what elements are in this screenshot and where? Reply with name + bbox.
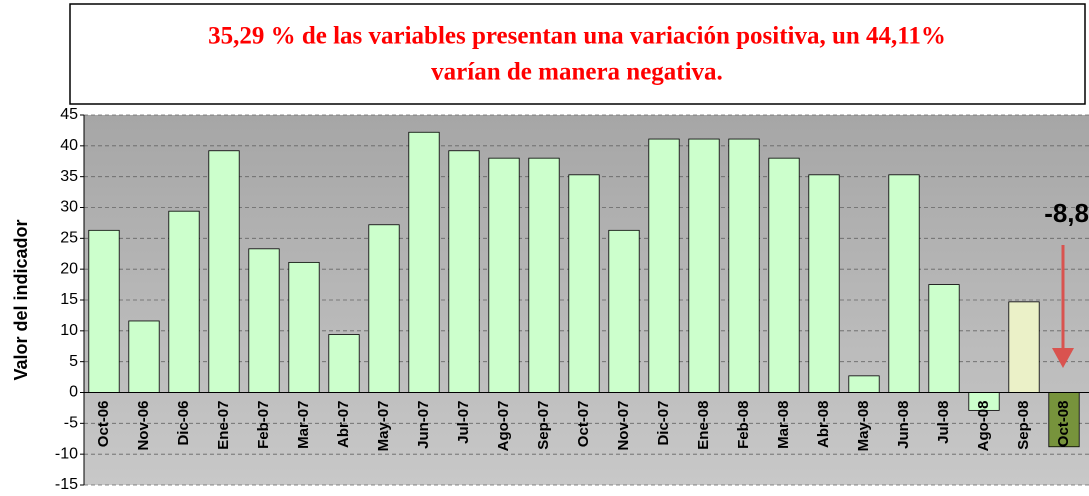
bar <box>528 157 560 393</box>
title-box <box>69 3 1086 105</box>
bar <box>768 157 800 393</box>
bar <box>168 210 200 393</box>
bar <box>568 174 600 393</box>
x-tick-label: Sep-07 <box>535 401 552 450</box>
x-tick-label: Dic-06 <box>175 401 192 446</box>
x-tick-label: Nov-07 <box>615 401 632 451</box>
x-tick-label: Abr-08 <box>815 401 832 449</box>
y-tick-label: 25 <box>60 230 78 247</box>
x-tick-label: Jul-07 <box>455 401 472 444</box>
x-tick-label: Feb-08 <box>735 401 752 449</box>
x-tick-label: Jun-07 <box>415 401 432 449</box>
bar <box>1048 392 1080 448</box>
y-axis-label: Valor del indicador <box>11 219 31 380</box>
x-tick-label: May-08 <box>855 401 872 452</box>
bar <box>848 375 880 393</box>
x-tick-label: Oct-06 <box>95 401 112 448</box>
bar <box>88 229 120 393</box>
x-tick-label: Oct-07 <box>575 401 592 448</box>
x-tick-label: Nov-06 <box>135 401 152 451</box>
title-line: varían de manera negativa. <box>431 59 723 86</box>
bar <box>448 150 480 393</box>
bar <box>408 131 440 393</box>
annotation: -8,8 <box>1044 198 1089 228</box>
y-tick-label: 5 <box>69 353 78 370</box>
x-tick-label: May-07 <box>375 401 392 452</box>
bar <box>928 284 960 393</box>
y-tick-label: 15 <box>60 291 78 308</box>
x-tick-label: Ago-08 <box>975 401 992 452</box>
bar <box>248 248 280 393</box>
bar <box>368 224 400 393</box>
x-tick-label: Ene-07 <box>215 401 232 450</box>
x-tick-label: Dic-07 <box>655 401 672 446</box>
x-tick-label: Oct-08 <box>1055 401 1072 448</box>
bar <box>608 229 640 393</box>
y-tick-label: 0 <box>69 384 78 401</box>
bar <box>288 261 320 393</box>
bar <box>208 150 240 393</box>
x-tick-label: Jun-08 <box>895 401 912 449</box>
bar <box>1008 301 1040 393</box>
y-tick-label: -5 <box>64 415 78 432</box>
x-tick-label: Sep-08 <box>1015 401 1032 450</box>
bar <box>128 320 160 393</box>
bar <box>888 174 920 393</box>
y-tick-label: -10 <box>55 445 78 462</box>
bar <box>728 138 760 393</box>
bar <box>648 138 680 393</box>
y-tick-label: -15 <box>55 476 78 491</box>
arrow-head <box>1052 348 1074 368</box>
x-tick-label: Abr-07 <box>335 401 352 449</box>
title-line: 35,29 % de las variables presentan una v… <box>208 23 946 50</box>
y-tick-label: 30 <box>60 199 78 216</box>
x-tick-label: Feb-07 <box>255 401 272 449</box>
x-tick-label: Mar-07 <box>295 401 312 449</box>
bar <box>488 157 520 393</box>
x-tick-label: Jul-08 <box>935 401 952 444</box>
x-tick-label: Mar-08 <box>775 401 792 449</box>
y-tick-label: 20 <box>60 260 78 277</box>
y-tick-label: 40 <box>60 137 78 154</box>
bar <box>688 138 720 393</box>
y-tick-label: 45 <box>60 106 78 123</box>
y-tick-label: 35 <box>60 168 78 185</box>
x-tick-label: Ene-08 <box>695 401 712 450</box>
x-tick-label: Ago-07 <box>495 401 512 452</box>
bar <box>808 174 840 393</box>
y-tick-label: 10 <box>60 322 78 339</box>
bar <box>328 334 360 393</box>
